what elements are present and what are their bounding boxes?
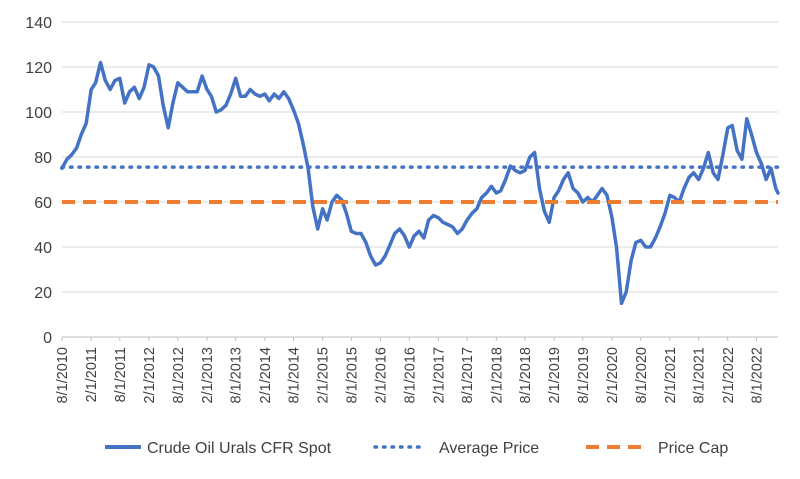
- y-tick-label: 0: [43, 330, 52, 347]
- x-tick-label: 2/1/2014: [258, 347, 274, 403]
- x-tick-label: 2/1/2019: [547, 347, 563, 403]
- x-tick-label: 8/1/2013: [229, 347, 245, 403]
- x-tick-label: 8/1/2011: [113, 347, 129, 402]
- x-tick-label: 8/1/2019: [576, 347, 592, 403]
- x-tick-label: 8/1/2017: [460, 347, 476, 403]
- x-tick-label: 8/1/2016: [402, 347, 418, 403]
- legend-item-price-cap: Price Cap: [586, 440, 728, 457]
- x-tick-label: 2/1/2022: [721, 347, 737, 403]
- x-tick-label: 8/1/2018: [518, 347, 534, 403]
- x-tick-label: 2/1/2013: [200, 347, 216, 403]
- y-tick-label: 120: [25, 60, 52, 77]
- x-tick-label: 8/1/2012: [171, 347, 187, 403]
- y-tick-label: 100: [25, 105, 52, 122]
- x-tick-label: 2/1/2012: [142, 347, 158, 403]
- x-axis: 8/1/2010 2/1/2011 8/1/2011 2/1/2012 8/1/2012…: [55, 336, 778, 403]
- legend: Crude Oil Urals CFR Spot Average Price Pri…: [105, 440, 728, 457]
- legend-item-urals: Crude Oil Urals CFR Spot: [105, 440, 332, 457]
- legend-item-average-price: Average Price: [373, 440, 539, 457]
- y-tick-label: 60: [34, 195, 52, 212]
- legend-label: Crude Oil Urals CFR Spot: [147, 440, 332, 457]
- x-tick-label: 2/1/2017: [431, 347, 447, 403]
- series-line-urals: [60, 60, 780, 306]
- y-tick-label: 20: [34, 285, 52, 302]
- gridlines: [62, 21, 778, 338]
- x-tick-label: 8/1/2022: [749, 347, 765, 403]
- x-tick-label: 2/1/2015: [316, 347, 332, 403]
- x-tick-label: 8/1/2014: [286, 347, 302, 403]
- legend-label: Price Cap: [658, 440, 728, 457]
- x-tick-label: 8/1/2021: [692, 347, 708, 403]
- x-tick-label: 8/1/2015: [344, 347, 360, 403]
- x-tick-label: 2/1/2016: [373, 347, 389, 403]
- legend-label: Average Price: [439, 440, 539, 457]
- y-axis: 0 20 40 60 80 100 120 140: [25, 15, 52, 347]
- x-tick-label: 2/1/2020: [605, 347, 621, 403]
- y-tick-label: 140: [25, 15, 52, 32]
- x-tick-label: 2/1/2018: [489, 347, 505, 403]
- x-tick-label: 2/1/2011: [84, 347, 100, 402]
- x-tick-label: 8/1/2010: [55, 347, 71, 403]
- x-tick-label: 2/1/2021: [663, 347, 679, 403]
- x-tick-label: 8/1/2020: [634, 347, 650, 403]
- plot-area: [60, 60, 780, 306]
- y-tick-label: 80: [34, 150, 52, 167]
- y-tick-label: 40: [34, 240, 52, 257]
